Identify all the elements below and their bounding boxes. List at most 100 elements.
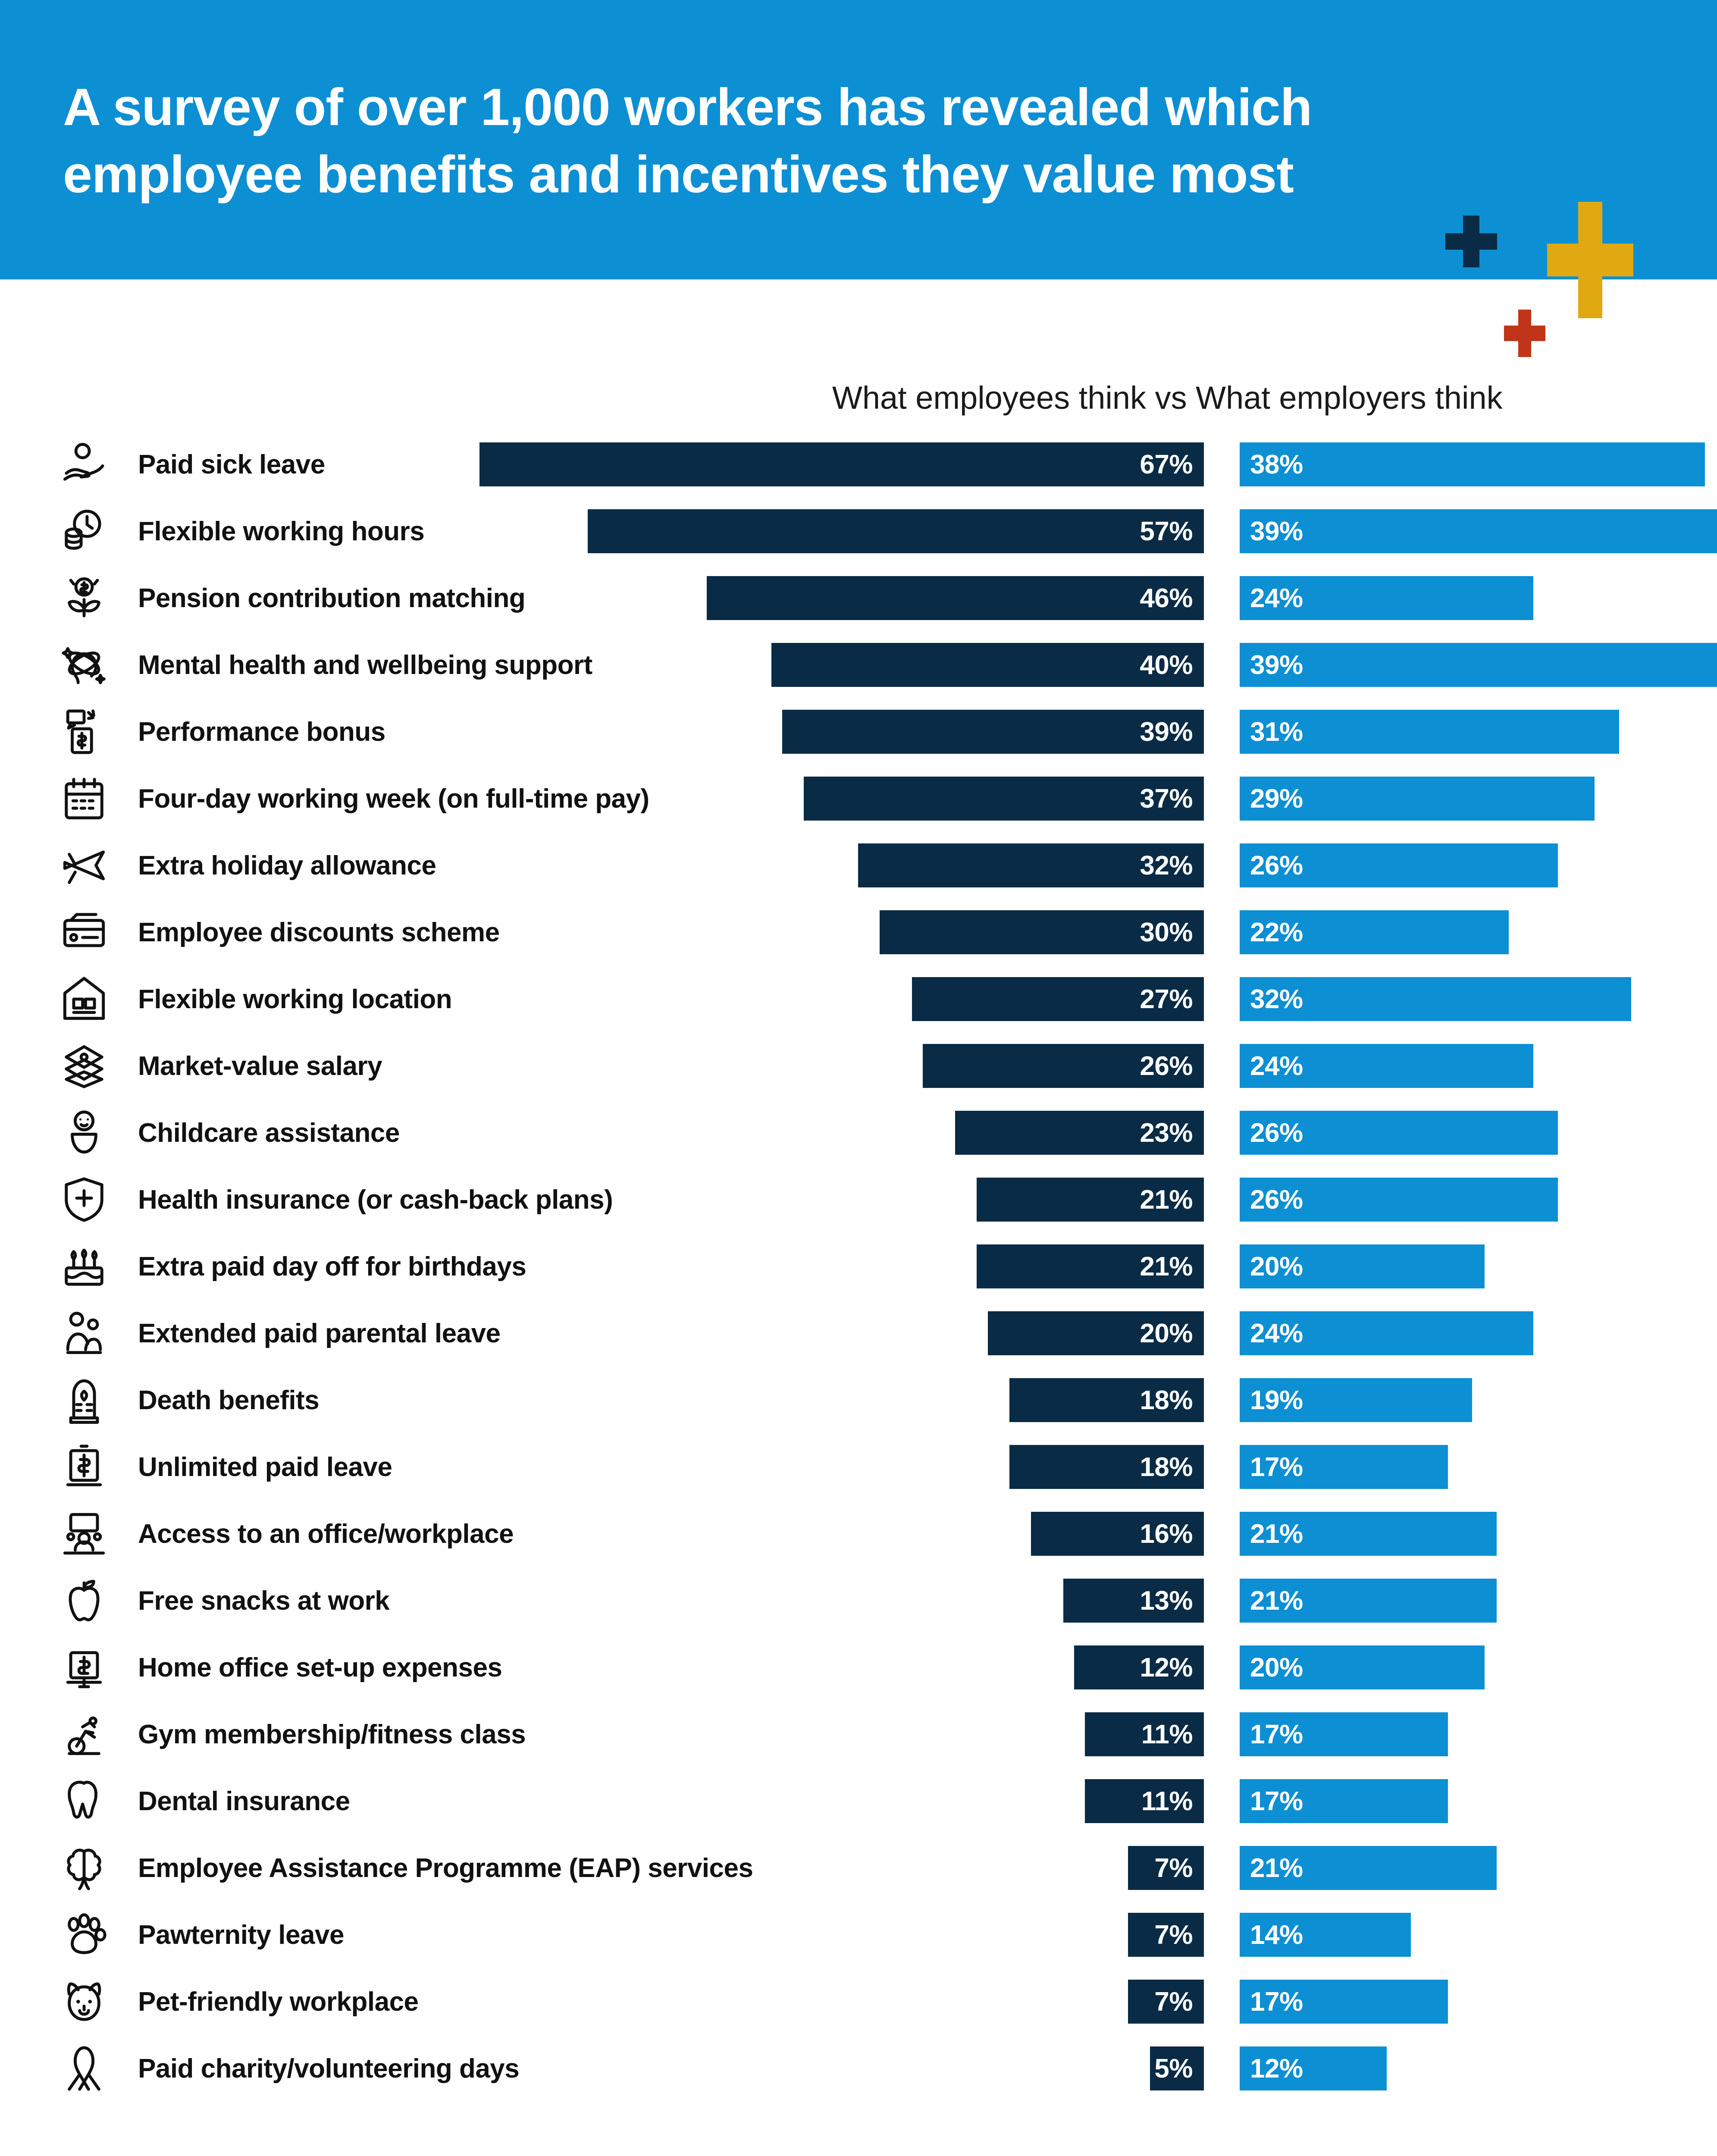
benefit-label: Flexible working location	[138, 984, 452, 1014]
benefits-chart: Paid sick leave 67% 38% Flexible working ho…	[0, 436, 1717, 2107]
employer-value: 24%	[1250, 1318, 1303, 1348]
employer-value: 38%	[1250, 449, 1303, 479]
benefit-label: Free snacks at work	[138, 1586, 390, 1616]
chart-row: Employee discounts scheme 30% 22%	[0, 904, 1717, 971]
chart-row: Death benefits 18% 19%	[0, 1372, 1717, 1439]
brain-icon	[60, 1844, 108, 1892]
chart-row: Gym membership/fitness class 11% 17%	[0, 1706, 1717, 1773]
benefit-label: Employee discounts scheme	[138, 918, 500, 947]
employee-bar: 32%	[858, 843, 1204, 887]
employee-bar: 21%	[977, 1244, 1204, 1288]
chart-row: Four-day working week (on full-time pay)…	[0, 771, 1717, 837]
employee-value: 57%	[1140, 516, 1193, 546]
employee-value: 5%	[1154, 2053, 1193, 2084]
mind-wellbeing-icon	[60, 641, 108, 689]
employee-value: 32%	[1140, 850, 1193, 881]
employer-bar: 38%	[1240, 442, 1705, 486]
employer-bar: 26%	[1240, 1111, 1558, 1155]
employee-bar: 67%	[479, 442, 1204, 486]
plus-decoration-gold-header	[1547, 202, 1633, 318]
employer-value: 21%	[1250, 1519, 1303, 1549]
employer-value: 17%	[1250, 1719, 1303, 1749]
clock-coins-icon	[60, 508, 108, 555]
chart-row: Flexible working hours 57% 39%	[0, 503, 1717, 570]
chart-row: Extended paid parental leave 20% 24%	[0, 1305, 1717, 1372]
employer-value: 17%	[1250, 1786, 1303, 1816]
chart-row: Unlimited paid leave 18% 17%	[0, 1439, 1717, 1506]
employee-bar: 7%	[1128, 1846, 1204, 1890]
benefit-label: Health insurance (or cash-back plans)	[138, 1185, 613, 1215]
chart-row: Market-value salary 26% 24%	[0, 1038, 1717, 1105]
birthday-cake-icon	[60, 1243, 108, 1290]
employee-bar: 16%	[1031, 1512, 1204, 1556]
benefit-label: Paid sick leave	[138, 450, 325, 479]
employer-value: 17%	[1250, 1987, 1303, 2017]
employee-bar: 11%	[1085, 1779, 1204, 1823]
employee-value: 27%	[1140, 984, 1193, 1014]
employee-value: 21%	[1140, 1251, 1193, 1282]
employer-bar: 17%	[1240, 1779, 1448, 1823]
employer-value: 12%	[1250, 2053, 1303, 2084]
chart-row: Paid charity/volunteering days 5% 12%	[0, 2040, 1717, 2107]
expense-note-icon	[60, 1644, 108, 1691]
employee-value: 16%	[1140, 1519, 1193, 1549]
chart-row: Employee Assistance Programme (EAP) serv…	[0, 1840, 1717, 1907]
chart-row: Paid sick leave 67% 38%	[0, 436, 1717, 503]
employer-bar: 17%	[1240, 1445, 1448, 1489]
employee-bar: 11%	[1085, 1712, 1204, 1756]
employer-bar: 26%	[1240, 843, 1558, 887]
employer-bar: 24%	[1240, 1311, 1533, 1355]
benefit-label: Gym membership/fitness class	[138, 1720, 526, 1749]
employer-bar: 20%	[1240, 1645, 1485, 1689]
employee-value: 13%	[1140, 1586, 1193, 1616]
employer-value: 26%	[1250, 1185, 1303, 1215]
employee-bar: 57%	[588, 509, 1204, 553]
chart-row: Health insurance (or cash-back plans) 21%…	[0, 1172, 1717, 1238]
employer-value: 32%	[1250, 984, 1303, 1014]
employee-bar: 7%	[1128, 1980, 1204, 2024]
employer-value: 29%	[1250, 783, 1303, 814]
employer-value: 14%	[1250, 1920, 1303, 1950]
employee-bar: 30%	[880, 910, 1204, 954]
plus-decoration-navy-header	[1445, 216, 1497, 267]
calendar-icon	[60, 775, 108, 822]
benefit-label: Performance bonus	[138, 717, 385, 747]
home-office-icon	[60, 975, 108, 1023]
employee-value: 37%	[1140, 783, 1193, 814]
employee-value: 23%	[1140, 1118, 1193, 1148]
plus-decoration-red-header	[1504, 310, 1545, 357]
employer-bar: 32%	[1240, 977, 1631, 1021]
employee-value: 21%	[1140, 1185, 1193, 1215]
employer-bar: 14%	[1240, 1913, 1411, 1957]
employer-bar: 12%	[1240, 2046, 1387, 2090]
benefit-label: Extra holiday allowance	[138, 851, 436, 881]
employee-value: 7%	[1154, 1853, 1193, 1883]
employee-bar: 37%	[804, 777, 1204, 821]
benefit-label: Mental health and wellbeing support	[138, 650, 592, 680]
parent-child-icon	[60, 1310, 108, 1357]
benefit-label: Pension contribution matching	[138, 583, 526, 613]
employer-value: 26%	[1250, 1118, 1303, 1148]
shield-health-icon	[60, 1176, 108, 1223]
employer-bar: 17%	[1240, 1712, 1448, 1756]
benefit-label: Pet-friendly workplace	[138, 1987, 419, 2017]
chart-row: Free snacks at work 13% 21%	[0, 1573, 1717, 1639]
employer-value: 21%	[1250, 1586, 1303, 1616]
employee-bar: 39%	[782, 710, 1204, 754]
employer-bar: 19%	[1240, 1378, 1472, 1422]
employer-value: 19%	[1250, 1385, 1303, 1415]
employer-value: 39%	[1250, 650, 1303, 680]
chart-row: Extra paid day off for birthdays 21% 20%	[0, 1238, 1717, 1305]
employee-value: 7%	[1154, 1920, 1193, 1950]
baby-icon	[60, 1109, 108, 1156]
paw-print-icon	[60, 1911, 108, 1959]
benefit-label: Pawternity leave	[138, 1920, 344, 1950]
bonus-badge-icon	[60, 708, 108, 755]
employer-bar: 39%	[1240, 643, 1717, 687]
employee-value: 20%	[1140, 1318, 1193, 1348]
employer-value: 20%	[1250, 1652, 1303, 1683]
employee-value: 30%	[1140, 917, 1193, 947]
employee-value: 67%	[1140, 449, 1193, 479]
employer-value: 24%	[1250, 583, 1303, 613]
chart-row: Dental insurance 11% 17%	[0, 1773, 1717, 1840]
